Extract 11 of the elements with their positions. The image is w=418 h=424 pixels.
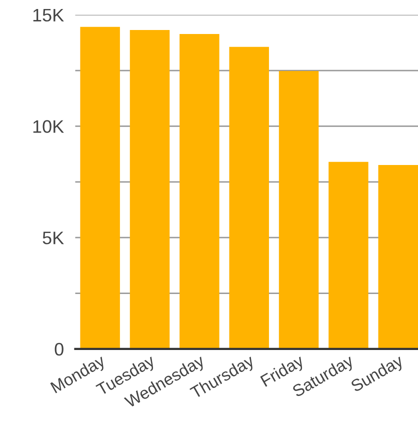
y-tick-label: 5K: [42, 232, 64, 244]
y-tick-label: 15K: [33, 8, 64, 22]
bar: [278, 70, 319, 349]
bar: [180, 34, 220, 349]
y-tick-label: 0: [54, 342, 64, 356]
bar: [130, 30, 170, 349]
y-tick-label: 10K: [33, 120, 64, 133]
bar: [229, 46, 269, 349]
bar: [328, 162, 368, 349]
bar: [80, 26, 120, 349]
bar: [378, 164, 418, 349]
